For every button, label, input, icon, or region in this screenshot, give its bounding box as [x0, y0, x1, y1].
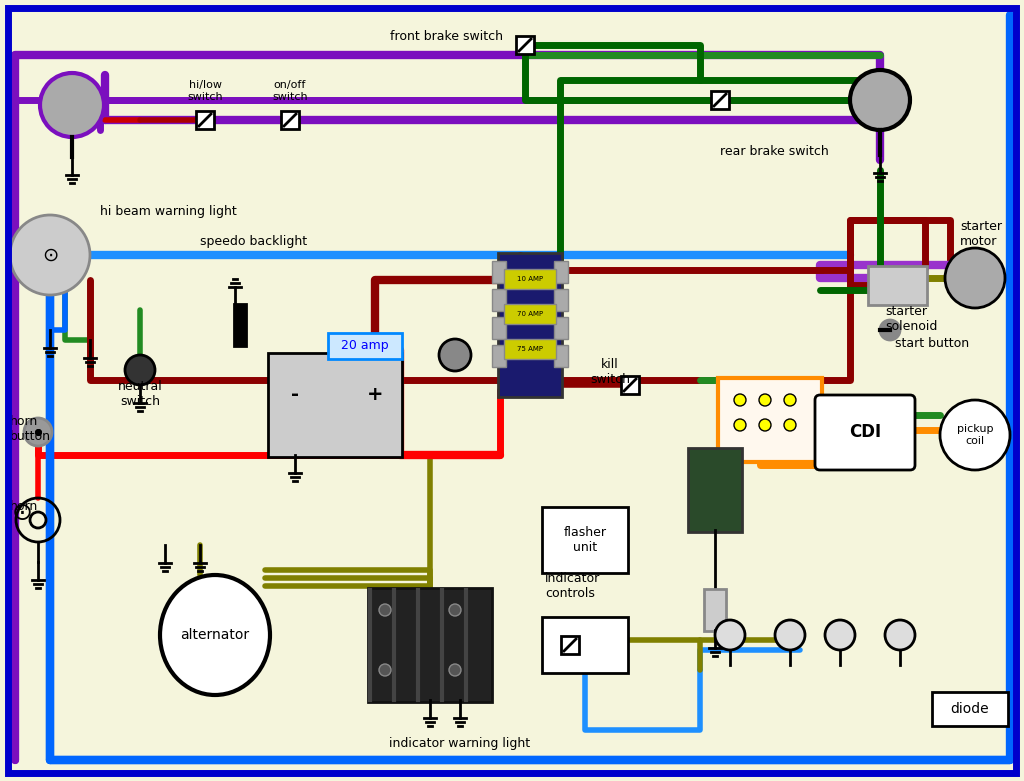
- FancyBboxPatch shape: [718, 378, 822, 462]
- FancyBboxPatch shape: [498, 253, 562, 397]
- Circle shape: [439, 339, 471, 371]
- FancyBboxPatch shape: [561, 636, 579, 654]
- FancyBboxPatch shape: [554, 317, 568, 339]
- Circle shape: [759, 394, 771, 406]
- FancyBboxPatch shape: [504, 339, 556, 359]
- FancyBboxPatch shape: [268, 353, 402, 457]
- FancyBboxPatch shape: [815, 395, 915, 470]
- Circle shape: [379, 604, 391, 616]
- Circle shape: [715, 620, 745, 650]
- FancyBboxPatch shape: [868, 266, 927, 305]
- Text: 70 AMP: 70 AMP: [517, 311, 543, 317]
- Text: kill
switch: kill switch: [590, 358, 630, 386]
- FancyBboxPatch shape: [368, 588, 492, 702]
- Circle shape: [880, 320, 900, 340]
- FancyBboxPatch shape: [492, 345, 506, 367]
- FancyBboxPatch shape: [492, 261, 506, 283]
- FancyBboxPatch shape: [542, 617, 628, 673]
- Text: alternator: alternator: [180, 628, 250, 642]
- FancyBboxPatch shape: [196, 111, 214, 129]
- Circle shape: [940, 400, 1010, 470]
- Text: ⊙: ⊙: [42, 245, 58, 265]
- FancyBboxPatch shape: [554, 345, 568, 367]
- Circle shape: [759, 419, 771, 431]
- FancyBboxPatch shape: [554, 261, 568, 283]
- Text: rear brake switch: rear brake switch: [720, 145, 828, 158]
- Circle shape: [24, 418, 52, 446]
- Text: 75 AMP: 75 AMP: [517, 346, 543, 352]
- Text: 10 AMP: 10 AMP: [517, 276, 543, 282]
- Text: horn
button: horn button: [10, 415, 51, 443]
- Text: starter
motor: starter motor: [961, 220, 1002, 248]
- Circle shape: [825, 620, 855, 650]
- Text: pickup
coil: pickup coil: [956, 424, 993, 446]
- Circle shape: [775, 620, 805, 650]
- FancyBboxPatch shape: [504, 304, 556, 324]
- Circle shape: [449, 604, 461, 616]
- Text: starter
solenoid: starter solenoid: [885, 305, 937, 333]
- Text: hi/low
switch: hi/low switch: [187, 80, 223, 102]
- Circle shape: [10, 215, 90, 295]
- Text: hi beam warning light: hi beam warning light: [100, 205, 237, 218]
- FancyBboxPatch shape: [504, 269, 556, 289]
- Circle shape: [850, 70, 910, 130]
- Text: speedo backlight: speedo backlight: [200, 235, 307, 248]
- Circle shape: [40, 73, 104, 137]
- Text: ⊙: ⊙: [11, 501, 33, 525]
- Circle shape: [784, 394, 796, 406]
- Text: diode: diode: [950, 702, 989, 716]
- Text: CDI: CDI: [849, 423, 881, 441]
- Circle shape: [885, 620, 915, 650]
- Circle shape: [734, 394, 746, 406]
- Text: on/off
switch: on/off switch: [272, 80, 308, 102]
- FancyBboxPatch shape: [621, 376, 639, 394]
- Text: indicator warning light: indicator warning light: [389, 737, 530, 750]
- Circle shape: [379, 664, 391, 676]
- FancyBboxPatch shape: [711, 91, 729, 109]
- FancyBboxPatch shape: [328, 333, 402, 359]
- Ellipse shape: [160, 575, 270, 695]
- Text: start button: start button: [895, 337, 969, 350]
- Circle shape: [449, 664, 461, 676]
- Text: -: -: [291, 386, 299, 405]
- Text: indicator
controls: indicator controls: [545, 572, 600, 600]
- FancyBboxPatch shape: [688, 448, 742, 532]
- Text: neutral
switch: neutral switch: [118, 380, 163, 408]
- FancyBboxPatch shape: [705, 589, 726, 631]
- Circle shape: [734, 419, 746, 431]
- Text: flasher
unit: flasher unit: [563, 526, 606, 554]
- Circle shape: [784, 419, 796, 431]
- FancyBboxPatch shape: [281, 111, 299, 129]
- FancyBboxPatch shape: [554, 289, 568, 311]
- FancyBboxPatch shape: [492, 317, 506, 339]
- Text: 20 amp: 20 amp: [341, 340, 389, 352]
- Text: horn: horn: [10, 500, 38, 513]
- FancyBboxPatch shape: [234, 304, 246, 346]
- FancyBboxPatch shape: [516, 36, 534, 54]
- FancyBboxPatch shape: [542, 507, 628, 573]
- Circle shape: [125, 355, 155, 385]
- Text: front brake switch: front brake switch: [390, 30, 503, 43]
- Text: +: +: [367, 386, 383, 405]
- Circle shape: [945, 248, 1005, 308]
- FancyBboxPatch shape: [932, 692, 1008, 726]
- FancyBboxPatch shape: [492, 289, 506, 311]
